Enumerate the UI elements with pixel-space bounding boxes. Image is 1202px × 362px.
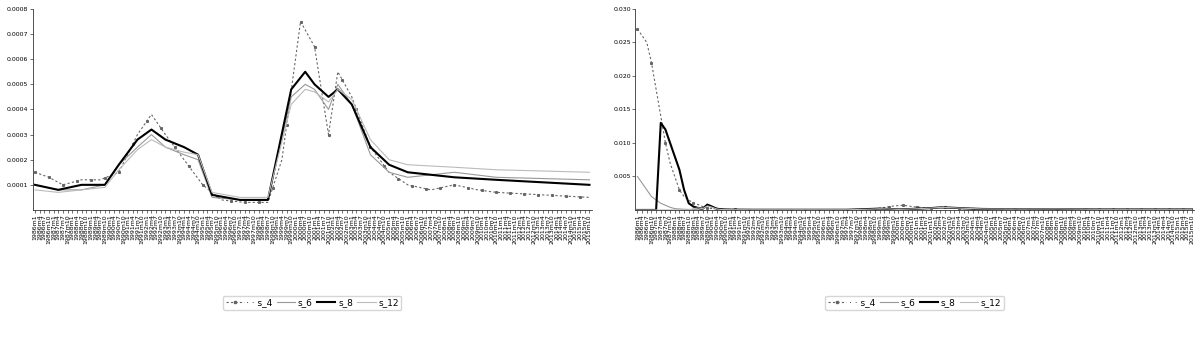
s_6 [419,173,434,177]
s_12 [419,164,434,168]
Legend: · · s_4, s_6, s_8, s_12: · · s_4, s_6, s_8, s_12 [826,295,1004,310]
s_4 [345,95,359,99]
s_12 [573,170,588,174]
s_8 [654,121,668,125]
s_6 [942,206,957,210]
s_8 [177,145,191,149]
Line: s_12: s_12 [35,89,589,197]
s_12 [233,195,248,199]
s_4 [1171,207,1185,212]
s_12 [475,167,489,171]
s_8 [630,208,644,212]
s_12 [700,204,714,208]
s_8 [475,177,489,181]
Legend: · · s_4, s_6, s_8, s_12: · · s_4, s_6, s_8, s_12 [222,295,401,310]
Line: s_6: s_6 [35,84,589,200]
s_8 [144,127,159,132]
s_4 [177,157,191,162]
s_4 [630,27,644,31]
s_12 [1073,207,1088,211]
s_4 [784,207,798,212]
s_6 [1185,207,1200,211]
s_6 [1073,207,1088,211]
s_6 [144,132,159,137]
s_12 [144,138,159,142]
s_8 [751,207,766,212]
s_12 [177,150,191,154]
s_4 [1017,207,1031,211]
s_12 [784,207,798,212]
s_6 [630,174,644,178]
s_8 [1185,207,1200,212]
s_4 [1073,207,1088,211]
s_4 [751,207,766,212]
s_8 [1171,207,1185,212]
s_4 [475,188,489,193]
s_12 [1171,207,1185,211]
s_4 [238,200,252,205]
s_8 [345,102,359,106]
s_6 [177,152,191,157]
s_6 [1017,207,1031,211]
s_6 [28,183,42,187]
Line: s_8: s_8 [35,72,589,200]
s_8 [582,183,596,187]
s_6 [573,177,588,182]
Line: s_8: s_8 [637,123,1192,210]
s_12 [345,97,359,102]
s_4 [1185,207,1200,212]
s_8 [942,206,957,210]
s_12 [28,188,42,192]
Line: s_6: s_6 [637,176,1192,210]
s_4 [293,19,308,24]
s_6 [582,178,596,182]
s_4 [419,187,434,191]
s_4 [144,112,159,117]
s_6 [475,173,489,178]
s_6 [298,82,313,87]
s_12 [751,207,766,212]
s_12 [630,208,644,212]
s_4 [746,207,761,212]
s_8 [1017,207,1031,211]
s_12 [582,170,596,174]
s_12 [1017,207,1031,211]
s_6 [746,207,761,212]
s_8 [573,182,588,186]
Line: s_12: s_12 [637,206,1192,210]
s_4 [28,170,42,174]
s_6 [784,207,798,212]
s_8 [298,70,313,74]
s_6 [770,207,785,212]
s_4 [582,195,596,199]
s_12 [1185,207,1200,211]
Line: s_4: s_4 [34,21,590,203]
s_6 [1171,207,1185,211]
s_4 [573,195,588,199]
s_6 [345,102,359,106]
s_12 [298,87,313,92]
s_8 [784,207,798,212]
Line: s_4: s_4 [637,28,1192,210]
s_12 [942,206,957,210]
s_8 [419,172,434,176]
s_8 [1073,207,1088,211]
s_8 [233,198,248,202]
s_8 [28,183,42,187]
s_6 [233,198,248,202]
s_4 [942,205,957,210]
